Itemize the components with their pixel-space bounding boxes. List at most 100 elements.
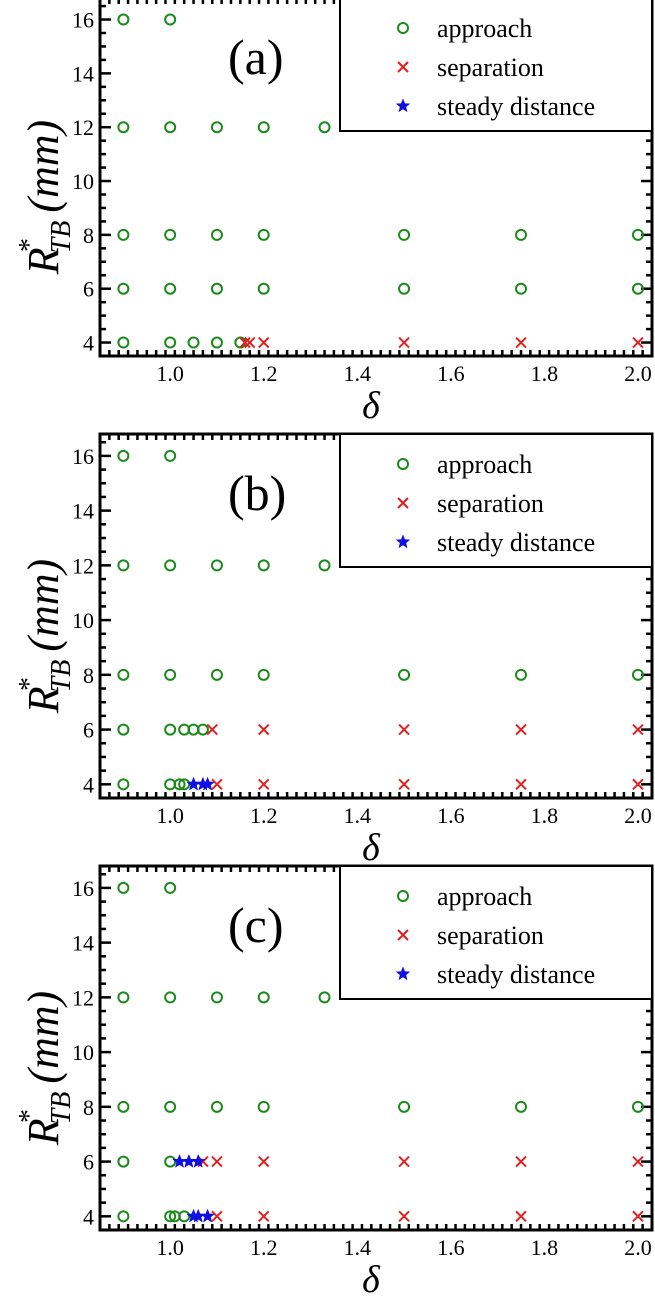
data-point-x — [515, 723, 527, 736]
data-point-circle — [210, 991, 223, 1004]
data-point-circle — [631, 668, 644, 681]
legend-entry: separation — [437, 489, 544, 518]
data-point-circle — [117, 668, 130, 681]
data-point-circle — [257, 228, 270, 241]
data-point-circle — [164, 228, 177, 241]
data-point-circle — [187, 336, 200, 349]
y-tick-label: 10 — [72, 169, 94, 194]
data-point-circle — [398, 1100, 411, 1113]
data-point-circle — [515, 228, 528, 241]
data-point-x — [243, 336, 256, 349]
data-point-circle — [257, 991, 270, 1004]
y-tick-label: 4 — [83, 1204, 94, 1229]
legend-entry: approach — [437, 14, 532, 43]
data-point-x — [632, 1155, 644, 1168]
panel-label: (b) — [228, 465, 286, 521]
y-tick-label: 14 — [72, 499, 94, 524]
y-tick-label: 6 — [83, 277, 94, 302]
data-point-x — [632, 723, 644, 736]
x-tick-label: 1.2 — [250, 803, 278, 828]
data-point-circle — [164, 336, 177, 349]
legend-marker-circle — [397, 890, 409, 902]
data-point-circle — [210, 559, 223, 572]
data-point-x — [632, 778, 644, 791]
data-point-x — [206, 723, 218, 736]
data-point-circle — [257, 559, 270, 572]
data-point-circle — [398, 228, 411, 241]
data-point-x — [632, 336, 644, 349]
data-point-circle — [164, 449, 177, 462]
data-point-x — [258, 723, 270, 736]
data-point-circle — [398, 282, 411, 295]
data-point-circle — [164, 282, 177, 295]
legend-marker-x — [397, 497, 409, 509]
x-tick-label: 2.0 — [624, 1235, 652, 1260]
y-tick-label: 12 — [72, 553, 94, 578]
panel-3: 1.0 1.2 1.4 1.6 1.8 2.0 4 6 8 10 12 14 16 δ R*TB(mm) (c… — [14, 864, 654, 1301]
data-point-circle — [210, 282, 223, 295]
y-tick-label: 16 — [72, 876, 94, 901]
y-tick-label: 14 — [72, 61, 94, 86]
y-axis-label: R*TB(mm) — [14, 991, 77, 1146]
data-point-circle — [164, 13, 177, 26]
data-point-x — [398, 1210, 410, 1223]
data-point-circle — [117, 336, 130, 349]
data-point-x — [211, 1155, 223, 1168]
x-tick-label: 1.6 — [437, 1235, 465, 1260]
x-axis-label: δ — [362, 1259, 381, 1301]
data-point-x — [258, 336, 270, 349]
x-tick-label: 1.4 — [344, 1235, 372, 1260]
y-tick-label: 8 — [83, 1095, 94, 1120]
y-tick-label: 16 — [72, 444, 94, 469]
plot-frame — [98, 0, 654, 358]
panel-label: (a) — [228, 29, 284, 85]
x-tick-label: 1.4 — [344, 361, 372, 386]
data-point-circle — [164, 1155, 177, 1168]
legend-marker-x — [397, 929, 409, 941]
y-tick-label: 4 — [83, 772, 94, 797]
data-point-x — [398, 336, 410, 349]
data-point-circle — [117, 121, 130, 134]
data-point-circle — [117, 559, 130, 572]
data-point-circle — [117, 723, 130, 736]
data-point-circle — [210, 1100, 223, 1113]
data-point-circle — [164, 881, 177, 894]
legend-box — [339, 433, 653, 568]
data-point-circle — [515, 282, 528, 295]
x-tick-label: 1.2 — [250, 1235, 278, 1260]
data-point-circle — [631, 282, 644, 295]
legend-marker-circle — [397, 22, 409, 34]
x-tick-label: 1.8 — [531, 803, 559, 828]
data-point-circle — [515, 1100, 528, 1113]
data-point-circle — [117, 778, 130, 791]
y-axis-label: R*TB(mm) — [14, 120, 77, 275]
y-axis-label: R*TB(mm) — [14, 559, 77, 714]
data-point-x — [515, 1155, 527, 1168]
data-point-circle — [173, 778, 186, 791]
legend-entry: separation — [437, 53, 544, 82]
data-point-circle — [257, 282, 270, 295]
data-point-circle — [210, 121, 223, 134]
data-point-circle — [164, 723, 177, 736]
x-tick-label: 2.0 — [624, 803, 652, 828]
legend-box — [339, 865, 653, 1000]
data-point-circle — [210, 668, 223, 681]
y-tick-label: 12 — [72, 115, 94, 140]
y-tick-label: 6 — [83, 718, 94, 743]
data-point-x — [398, 1155, 410, 1168]
panel-2: 1.0 1.2 1.4 1.6 1.8 2.0 4 6 8 10 12 14 16 δ R*TB(mm) (b… — [14, 432, 654, 869]
y-tick-label: 8 — [83, 663, 94, 688]
data-point-x — [239, 336, 251, 349]
data-point-circle — [117, 13, 130, 26]
data-point-x — [211, 778, 223, 791]
data-point-circle — [117, 282, 130, 295]
y-tick-label: 4 — [83, 331, 94, 356]
y-tick-label: 10 — [72, 1040, 94, 1065]
y-tick-label: 6 — [83, 1150, 94, 1175]
data-point-star — [190, 1153, 206, 1168]
y-tick-label: 10 — [72, 608, 94, 633]
x-tick-label: 1.4 — [344, 803, 372, 828]
data-point-circle — [117, 881, 130, 894]
data-point-circle — [164, 1100, 177, 1113]
